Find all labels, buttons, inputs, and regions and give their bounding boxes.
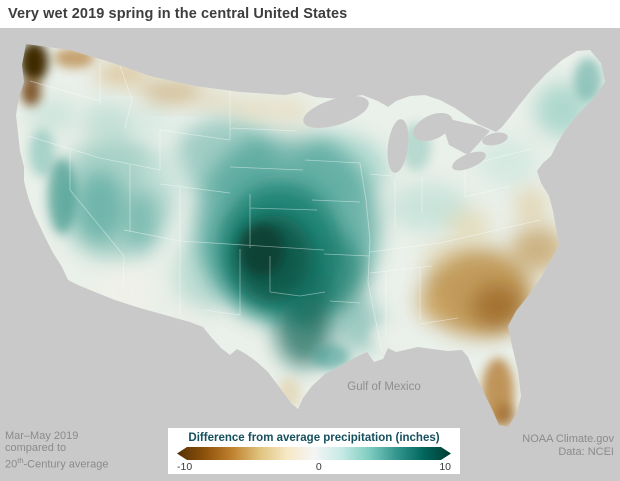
legend-tick-max: 10 (439, 461, 451, 473)
legend-gradient (177, 447, 451, 460)
state-borders (27, 59, 541, 353)
map-caption: Mar–May 2019 compared to 20th-Century av… (5, 430, 109, 471)
legend-tick-zero: 0 (315, 461, 322, 473)
caption-compared: compared to (5, 442, 67, 455)
legend-ticks: -10 0 10 (177, 461, 451, 473)
credit-source: NOAA Climate.gov (522, 433, 614, 445)
gulf-of-mexico-label: Gulf of Mexico (347, 381, 421, 393)
legend-title: Difference from average precipitation (i… (188, 432, 440, 444)
legend-tick-min: -10 (177, 461, 193, 473)
caption-baseline: 20th-Century average (5, 455, 109, 471)
legend-panel: Difference from average precipitation (i… (168, 428, 460, 474)
page-title: Very wet 2019 spring in the central Unit… (8, 6, 348, 22)
title-bar: Very wet 2019 spring in the central Unit… (0, 0, 620, 28)
credits: NOAA Climate.gov Data: NCEI (522, 433, 614, 459)
great-lakes (303, 96, 508, 173)
caption-period: Mar–May 2019 (5, 429, 79, 442)
credit-data: Data: NCEI (558, 446, 614, 458)
